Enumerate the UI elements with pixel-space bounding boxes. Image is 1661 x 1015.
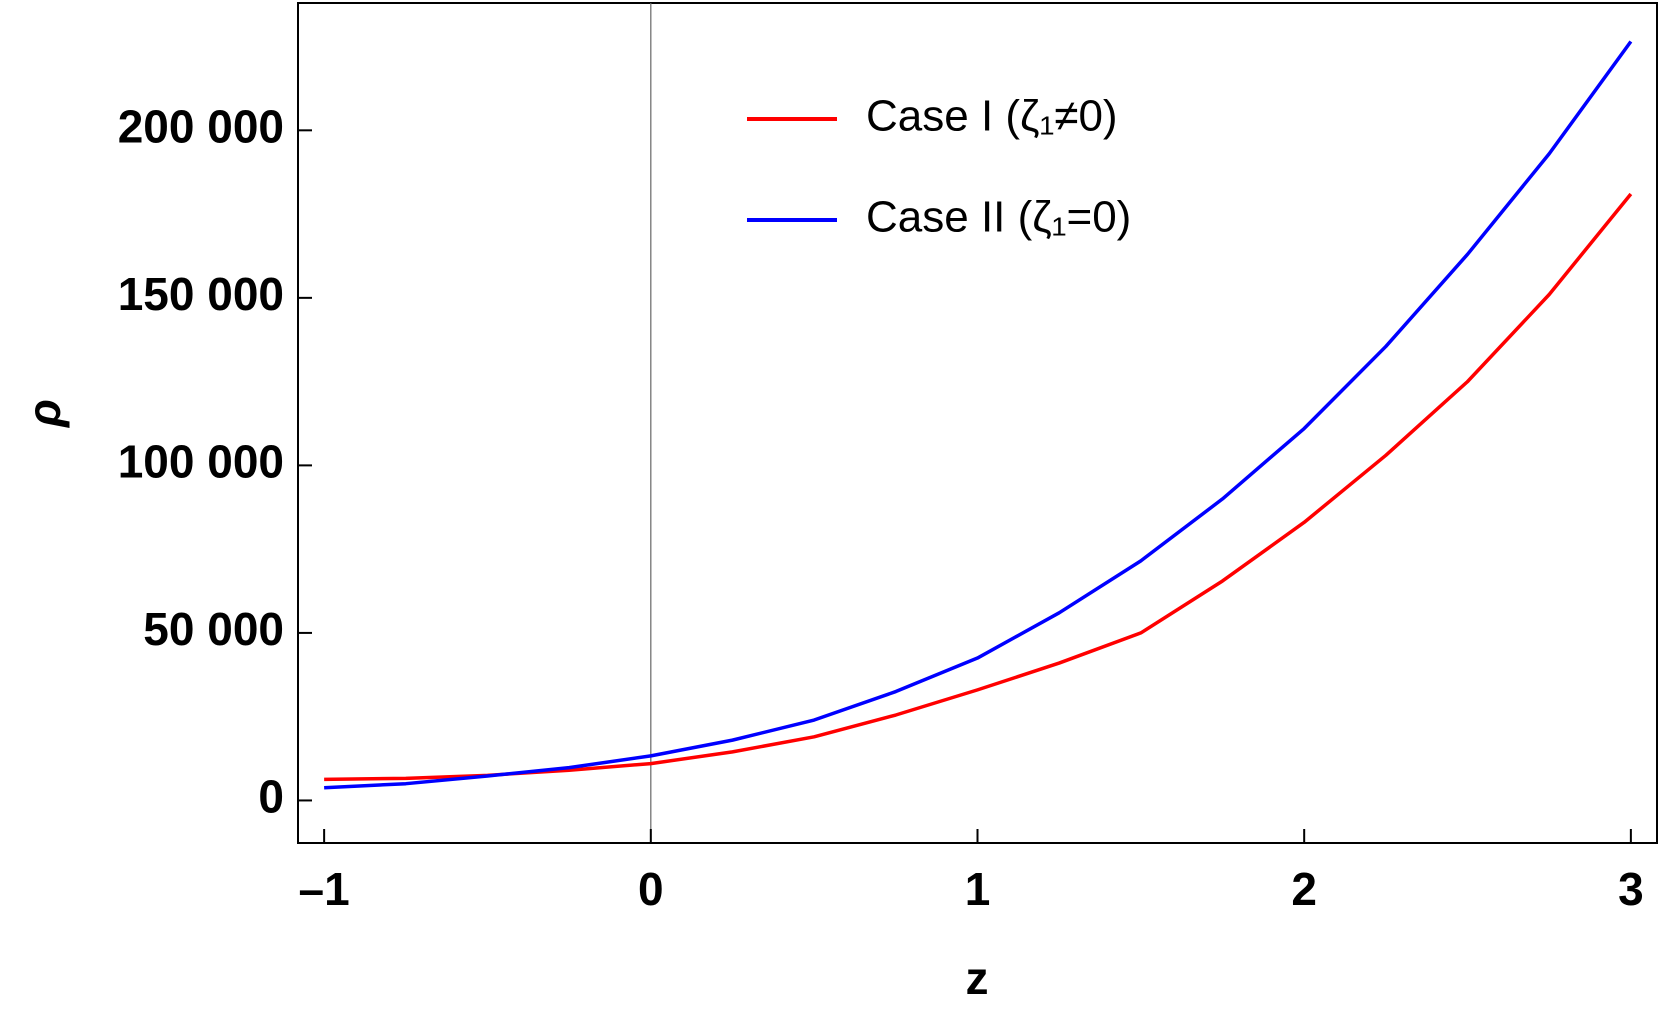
x-tick-label: 1 bbox=[965, 863, 991, 915]
legend-label: Case II (ζ₁=0) bbox=[866, 193, 1131, 242]
x-tick-label: 0 bbox=[638, 863, 664, 915]
y-tick-label: 150 000 bbox=[118, 268, 284, 320]
y-tick-label: 0 bbox=[258, 771, 284, 823]
y-tick-label: 100 000 bbox=[118, 436, 284, 488]
x-tick-label: 2 bbox=[1291, 863, 1317, 915]
x-axis-label: z bbox=[966, 952, 989, 1004]
legend-label: Case I (ζ₁≠0) bbox=[866, 92, 1118, 141]
y-tick-label: 200 000 bbox=[118, 100, 284, 152]
series-line bbox=[324, 40, 1633, 790]
y-axis-label: ρ bbox=[18, 399, 70, 429]
x-tick-label: 3 bbox=[1618, 863, 1644, 915]
y-tick-label: 50 000 bbox=[143, 603, 284, 655]
series-line bbox=[324, 192, 1633, 782]
x-tick-label: –1 bbox=[299, 863, 350, 915]
